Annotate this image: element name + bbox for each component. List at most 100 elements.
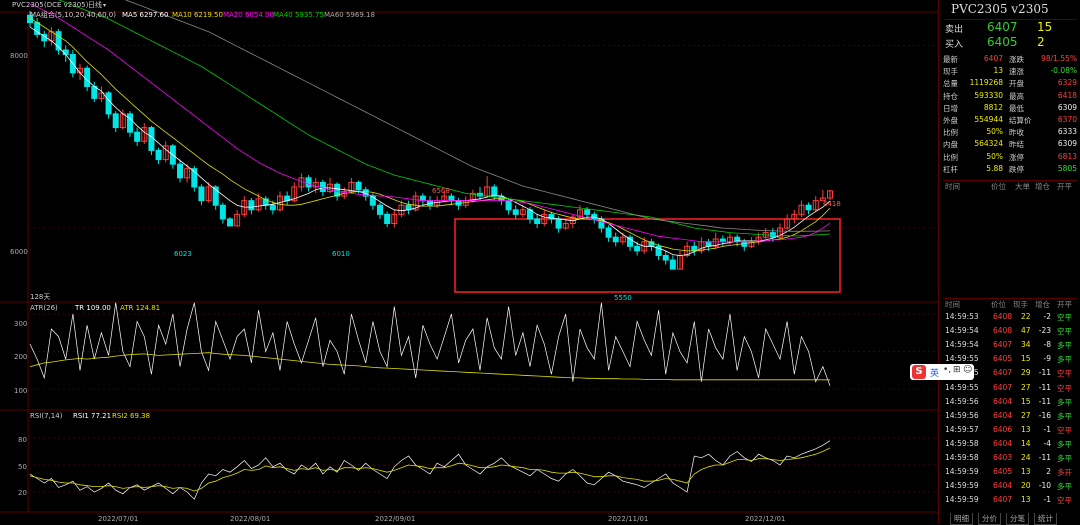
candle-body (662, 254, 669, 261)
candle-body (384, 213, 391, 225)
tick-position-change: -8 (1043, 340, 1051, 350)
ask-price: 6407 (987, 20, 1018, 34)
tick-row[interactable]: 14:59:54 6407 34 -8 多平 (943, 338, 1077, 351)
quote-value: 50% (986, 151, 1003, 161)
candle-body (91, 86, 98, 99)
candle-body (512, 209, 519, 215)
candle-body (105, 92, 112, 115)
quote-label: 比例 (943, 128, 958, 138)
chart-grid (0, 11, 938, 513)
tick-position-change: -10 (1038, 481, 1051, 491)
symbol-label: PVC2305 (12, 1, 44, 9)
quote-value: 6309 (1057, 102, 1077, 112)
tick-time: 14:59:54 (945, 340, 979, 350)
ma60-line (124, 0, 831, 232)
candle-body (777, 227, 783, 238)
atr-indicator-label[interactable]: ATR(26) (30, 304, 58, 312)
price-tick-6000: 6000 (10, 248, 28, 256)
ma20-value: MA20 6054.00 (223, 11, 274, 19)
panel-title: PVC2305 v2305 (951, 2, 1049, 16)
tick-row[interactable]: 14:59:55 6407 27 -11 空平 (943, 381, 1077, 394)
quote-row: 日增 8812 最低 6309 (943, 102, 1077, 114)
date-label: 2022/11/01 (608, 515, 648, 523)
punctuation-icon[interactable]: •, (943, 365, 952, 375)
candle-body (84, 67, 91, 87)
quote-label: 日增 (943, 103, 958, 113)
tick-position-change: -1 (1043, 424, 1051, 434)
skin-icon[interactable]: ☺ (963, 365, 973, 375)
date-label: 2022/08/01 (230, 515, 270, 523)
tick-row[interactable]: 14:59:53 6408 22 -2 空平 (943, 310, 1077, 323)
atr-tr-value: TR 109.00 (74, 304, 111, 312)
kline-chart-area[interactable]: PVC2305 (DCE v2305) 日线 ▾ MA组合(5,10,20,40… (0, 0, 938, 524)
tab-detail[interactable]: 明细 (950, 513, 973, 525)
bid-price: 6405 (987, 35, 1018, 49)
quote-row: 比例 50% 昨收 6333 (943, 126, 1077, 138)
sogou-icon[interactable]: S (912, 365, 926, 379)
ma60-value: MA60 5969.18 (324, 11, 375, 19)
candle-body (177, 163, 183, 179)
tick-open-close: 空平 (1057, 425, 1072, 435)
tick-row[interactable]: 14:59:54 6408 47 -23 空平 (943, 324, 1077, 337)
candle-body (534, 218, 541, 225)
candle-body (655, 245, 662, 256)
ask-volume: 15 (1037, 20, 1053, 34)
quote-value: 8812 (983, 102, 1003, 112)
tick-row[interactable]: 14:59:57 6406 13 -1 空平 (943, 423, 1077, 436)
keyboard-icon[interactable]: ⊞ (953, 365, 961, 375)
candle-body (827, 190, 833, 199)
candle-body (605, 227, 612, 238)
tick-volume: 15 (1021, 354, 1031, 364)
quote-label: 持仓 (943, 91, 958, 101)
quote-value: -0.08% (1050, 66, 1077, 76)
tick-row[interactable]: 14:59:58 6404 14 -4 多平 (943, 437, 1077, 450)
ime-language-label[interactable]: 英 (930, 369, 940, 379)
tick-row[interactable]: 14:59:56 6404 15 -11 多平 (943, 395, 1077, 408)
rsi-indicator-label[interactable]: RSI(7,14) (30, 412, 63, 420)
atr-avg-line (29, 352, 830, 381)
tick-row[interactable]: 14:59:58 6403 24 -11 多平 (943, 451, 1077, 464)
candlestick-series (27, 10, 833, 270)
ma-indicator-label[interactable]: MA组合(5,10,20,40,60,0) (30, 10, 116, 19)
candle-body (591, 213, 598, 220)
period-label[interactable]: 日线 (88, 0, 102, 9)
bid-row[interactable]: 买入 6405 2 (945, 35, 1077, 51)
candle-body (148, 127, 155, 151)
candle-body (205, 186, 212, 202)
candle-body (805, 204, 812, 211)
atr-tick: 100 (14, 387, 27, 395)
tick-row[interactable]: 14:59:59 6407 13 -1 空平 (943, 493, 1077, 506)
ask-row[interactable]: 卖出 6407 15 (945, 19, 1077, 36)
quote-label: 涨停 (1009, 152, 1024, 162)
candle-body (627, 236, 633, 247)
tick-position-change: -9 (1043, 354, 1051, 364)
tick-open-close: 多开 (1057, 468, 1072, 478)
tick-row[interactable]: 14:59:56 6404 27 -16 多平 (943, 409, 1077, 422)
rsi-lines (29, 440, 831, 500)
tick-row[interactable]: 14:59:59 6404 20 -10 多平 (943, 479, 1077, 492)
tick-time: 14:59:58 (945, 453, 979, 462)
tab-stats[interactable]: 统计 (1034, 513, 1057, 525)
tick-open-close: 空平 (1057, 369, 1072, 379)
rsi-tick: 20 (18, 489, 27, 497)
tab-price-dist[interactable]: 分价 (978, 513, 1001, 525)
tab-tick-split[interactable]: 分笔 (1006, 513, 1029, 525)
annotation-low-6023: 6023 (174, 250, 192, 258)
bid-label: 买入 (945, 40, 964, 50)
candle-body (219, 204, 226, 220)
atr-tick: 200 (14, 353, 27, 361)
ime-toolbar[interactable]: S 英 •, ⊞ ☺ (910, 364, 974, 380)
chevron-down-icon[interactable]: ▾ (103, 2, 106, 9)
quote-label: 最高 (1009, 91, 1024, 101)
tick-time: 14:59:59 (945, 495, 979, 505)
tick-open-close: 多平 (1057, 439, 1072, 449)
tick-volume: 22 (1021, 312, 1031, 321)
candle-body (812, 200, 819, 211)
tick-volume: 13 (1021, 495, 1031, 505)
tick-row[interactable]: 14:59:55 6405 15 -9 多平 (943, 352, 1077, 365)
tick-time: 14:59:55 (945, 354, 979, 364)
candle-body (705, 241, 712, 247)
tick-row[interactable]: 14:59:59 6405 13 2 多开 (943, 465, 1077, 478)
candle-body (719, 238, 726, 243)
quote-value: 6329 (1057, 78, 1077, 88)
